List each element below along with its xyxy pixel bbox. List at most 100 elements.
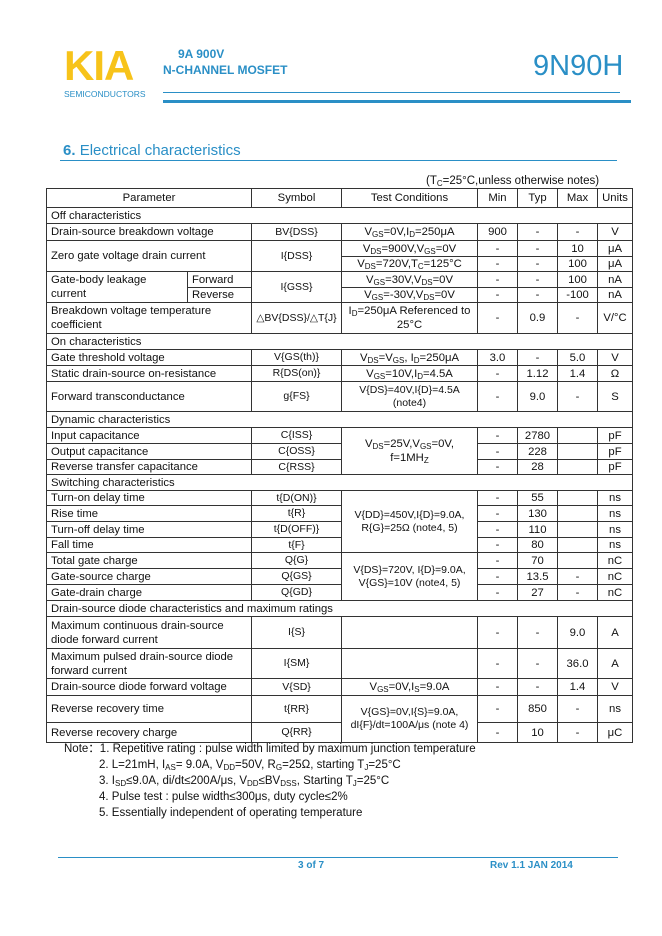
conditions-cell: V{GS}=0V,I{S}=9.0A, dI{F}/dt=100A/μs (no… [341,695,478,743]
table-row: Breakdown voltage temperature coefficien… [46,302,633,334]
unit-cell: μC [597,722,633,743]
typ-cell: 9.0 [517,381,558,412]
symbol-cell: C{OSS} [251,443,342,460]
column-header: Parameter [46,188,252,208]
section-number: 6. [63,142,76,159]
part-number: 9N90H [533,50,624,82]
table-row: Zero gate voltage drain current I{DSS} VDS… [46,240,633,272]
table-row: Reverse recovery time t{RR} V{GS}=0V,I{S}=… [46,695,633,743]
parameter-cell: Input capacitance [46,427,252,444]
conditions-note: (TC=25°C,unless otherwise notes) [426,175,600,188]
min-cell: - [477,287,518,303]
typ-cell: 55 [517,490,558,506]
device-rating: 9A 900V [178,47,225,61]
min-cell: - [477,443,518,460]
unit-cell: V [597,349,633,366]
unit-cell: ns [597,505,633,522]
typ-cell: 80 [517,537,558,553]
table-row: Reverse recovery charge Q{RR} -10- μC [46,722,633,743]
min-cell: - [477,678,518,696]
column-header: Min [477,188,518,208]
table-row: Forward transconductance g{FS} V{DS}=40V,I… [46,381,633,412]
conditions-cell: VGS=30V,VDS=0V [341,271,478,288]
min-cell: - [477,616,518,649]
table-row: Maximum pulsed drain-source diode forwar… [46,648,633,679]
revision: Rev 1.1 JAN 2014 [490,860,573,871]
min-cell: - [477,459,518,475]
typ-cell: 1.12 [517,365,558,382]
parameter-cell: Output capacitance [46,443,252,460]
column-header: Units [597,188,633,208]
unit-cell: pF [597,443,633,460]
unit-cell: μA [597,256,633,272]
max-cell [557,427,598,444]
unit-cell: nA [597,271,633,288]
table-row: Reverse transfer capacitance C{RSS} -28 pF [46,459,633,475]
footer-rule [58,857,618,858]
conditions-cell: VGS=0V,IS=9.0A [341,678,478,696]
symbol-cell: t{D(ON)} [251,490,342,506]
parameter-cell: Gate-body leakage current [46,271,188,303]
typ-cell: 850 [517,695,558,723]
unit-cell: pF [597,427,633,444]
min-cell: - [477,381,518,412]
column-header: Test Conditions [341,188,478,208]
conditions-cell: VGS=-30V,VDS=0V [341,287,478,303]
typ-cell: 228 [517,443,558,460]
max-cell: 36.0 [557,648,598,679]
parameter-cell: Total gate charge [46,552,252,569]
table-row: Drain-source diode forward voltage V{SD} V… [46,678,633,696]
min-cell: - [477,722,518,743]
table-row: Drain-source breakdown voltage BV{DSS} VGS… [46,223,633,241]
min-cell: - [477,490,518,506]
section-title: Off characteristics [46,207,633,224]
table-row: Gate-body leakage current Forward I{GSS} VG… [46,271,633,303]
conditions-cell: VDS=720V,TC=125°C [341,256,478,272]
note-5: 5. Essentially independent of operating … [99,807,363,819]
section-row: Switching characteristics [46,474,633,491]
max-cell: 1.4 [557,678,598,696]
parameter-cell: Turn-off delay time [46,521,252,538]
parameter-subtype: Forward [187,271,252,288]
max-cell: 9.0 [557,616,598,649]
note-1: 1. Repetitive rating : pulse width limit… [99,743,476,755]
table-row: Maximum continuous drain-source diode fo… [46,616,633,649]
max-cell [557,521,598,538]
parameter-cell: Gate-drain charge [46,584,252,601]
min-cell: 3.0 [477,349,518,366]
section-row: Off characteristics [46,207,633,224]
typ-cell: - [517,271,558,288]
table-row: Total gate charge Q{G} V{DS}=720V, I{D}=9.… [46,552,633,601]
min-cell: - [477,271,518,288]
unit-cell: nC [597,552,633,569]
symbol-cell: Q{GS} [251,568,342,585]
typ-cell: 130 [517,505,558,522]
unit-cell: A [597,616,633,649]
typ-cell: 0.9 [517,302,558,334]
column-header: Typ [517,188,558,208]
typ-cell: - [517,287,558,303]
table-row: Turn-on delay time t{D(ON)} V{DD}=450V,I{D… [46,490,633,553]
table-row: VDS=720V,TC=125°C - -100 μA [47,256,633,272]
table-row: Turn-off delay time t{D(OFF)} -110 ns [46,521,633,538]
parameter-cell: Static drain-source on-resistance [46,365,252,382]
symbol-cell: R{DS(on)} [251,365,342,382]
table-row: Input capacitance C{ISS} VDS=25V,VGS=0V, f… [46,427,633,475]
max-cell [557,537,598,553]
header-thin-rule [163,92,620,93]
max-cell: -100 [557,287,598,303]
typ-cell: 110 [517,521,558,538]
max-cell: 100 [557,256,598,272]
unit-cell: ns [597,490,633,506]
section-title: Switching characteristics [46,474,633,491]
section-underline [60,160,617,161]
max-cell: 100 [557,271,598,288]
symbol-cell: △BV{DSS}/△T{J} [251,302,342,334]
table-header-row: Parameter Symbol Test Conditions Min Typ Max U… [46,188,633,208]
parameter-cell: Rise time [46,505,252,522]
conditions-cell [341,648,478,679]
section-title: On characteristics [46,333,633,350]
note-line: Note：1. Repetitive rating : pulse width … [64,741,476,757]
column-header: Symbol [251,188,342,208]
symbol-cell: t{F} [251,537,342,553]
